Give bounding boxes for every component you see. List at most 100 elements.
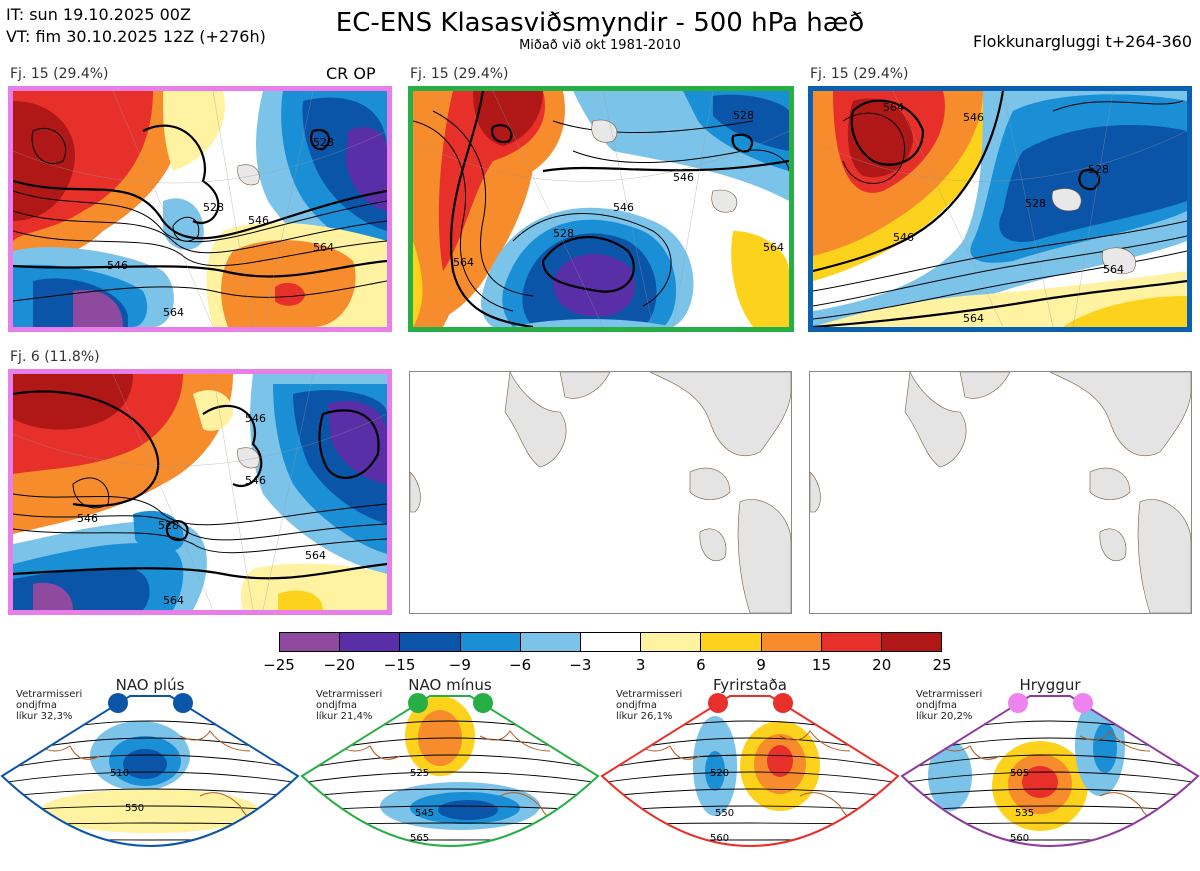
contour-label: 564 <box>305 549 326 562</box>
colorbar-tick-label: −6 <box>509 656 532 674</box>
regime-contour-label: 550 <box>125 803 144 814</box>
colorbar-cell <box>821 633 882 651</box>
regime-info: Vetrarmisseri ondjfma líkur 26,1% <box>616 689 682 722</box>
anomaly-shading <box>1022 766 1058 798</box>
regime-marker-dot <box>773 693 793 713</box>
initial-time: IT: sun 19.10.2025 00Z <box>6 5 191 24</box>
regime-contour-label: 560 <box>1010 833 1029 844</box>
regime-outline <box>900 695 1200 847</box>
colorbar-tick-label: 6 <box>696 656 706 674</box>
contour-label: 528 <box>313 136 334 149</box>
colorbar-tick-label: −9 <box>448 656 471 674</box>
empty-map-6 <box>809 371 1192 614</box>
regime-info-line: líkur 26,1% <box>616 711 673 722</box>
colorbar-tick-label: 25 <box>932 656 952 674</box>
regime-title: Fyrirstaða <box>713 676 787 694</box>
panel-1-label: Fj. 15 (29.4%) <box>10 66 109 82</box>
colorbar-tick-label: −3 <box>569 656 592 674</box>
contour-label: 546 <box>963 111 984 124</box>
regime-panel: 510 550 NAO plús Vetrarmisseri ondjfma líkur … <box>0 676 300 871</box>
colorbar-cell <box>460 633 521 651</box>
regime-marker-dot <box>1008 693 1028 713</box>
contour-label: 564 <box>963 312 984 325</box>
colorbar-cell <box>881 633 942 651</box>
colorbar-tick-label: 9 <box>756 656 766 674</box>
colorbar-tick-label: −25 <box>263 656 295 674</box>
colorbar-cell <box>641 633 702 651</box>
regime-title: Hryggur <box>1019 676 1081 694</box>
regime-panel: 505 535 560 Hryggur Vetrarmisseri ondjfma líku… <box>900 676 1200 871</box>
regime-panel: 520 550 560 Fyrirstaða Vetrarmisseri ondjfma l… <box>600 676 900 871</box>
contour-label: 564 <box>313 241 334 254</box>
regime-info-line: Vetrarmisseri <box>616 689 683 700</box>
regime-marker-dot <box>173 693 193 713</box>
colorbar-cell <box>280 633 341 651</box>
contour-label: 528 <box>1088 163 1109 176</box>
cluster-map-4: 546 546 546 528 564 564 <box>8 369 392 615</box>
contour-label: 546 <box>245 412 266 425</box>
colorbar-cell <box>520 633 581 651</box>
regime-title: NAO plús <box>115 676 185 694</box>
panel-2-label: Fj. 15 (29.4%) <box>410 66 509 82</box>
regime-title: NAO mínus <box>408 676 492 694</box>
colorbar-tick-label: 20 <box>872 656 892 674</box>
contour-label: 528 <box>158 519 179 532</box>
contour-label: 546 <box>673 171 694 184</box>
contour-label: 564 <box>453 256 474 269</box>
colorbar-tick-label: 15 <box>811 656 831 674</box>
contour-label: 528 <box>1025 197 1046 210</box>
cluster-map-2: 528 528 546 546 564 564 <box>408 86 794 332</box>
anomaly-shading <box>123 749 167 779</box>
contour-label: 528 <box>733 109 754 122</box>
colorbar-cell <box>761 633 822 651</box>
cluster-map-3: 564 546 528 528 546 564 564 <box>808 86 1192 332</box>
regime-marker-dot <box>108 693 128 713</box>
colorbar-tick-label: −20 <box>323 656 356 674</box>
regime-contour-label: 505 <box>1010 768 1029 779</box>
cluster-map-1: 528 546 564 564 528 546 <box>8 86 392 332</box>
contour-label: 546 <box>613 201 634 214</box>
colorbar-cell <box>580 633 642 651</box>
regime-marker-dot <box>708 693 728 713</box>
contour-label: 528 <box>553 227 574 240</box>
regime-info-line: ondjfma <box>316 700 357 711</box>
classification-window: Flokkunargluggi t+264-360 <box>973 32 1192 51</box>
contour-label: 564 <box>163 306 184 319</box>
anomaly-shading <box>438 800 498 820</box>
colorbar-tick-label: −15 <box>383 656 416 674</box>
panel-3-label: Fj. 15 (29.4%) <box>810 66 909 82</box>
regime-contour-label: 520 <box>710 768 729 779</box>
regime-contour-label: 565 <box>410 833 429 844</box>
contour-label: 564 <box>163 594 184 607</box>
regime-info: Vetrarmisseri ondjfma líkur 20,2% <box>916 689 982 722</box>
empty-map-5 <box>409 371 792 614</box>
anomaly-shading <box>928 741 972 811</box>
regime-contour-label: 560 <box>710 833 729 844</box>
contour-label: 546 <box>248 214 269 227</box>
page-subtitle: Miðað við okt 1981-2010 <box>519 38 681 53</box>
regime-outline <box>600 695 900 847</box>
colorbar-cell <box>340 633 401 651</box>
header-info: IT: sun 19.10.2025 00Z VT: fim 30.10.202… <box>6 4 266 48</box>
contour-label: 564 <box>1103 263 1124 276</box>
colorbar-labels: −25 −20 −15 −9 −6 −3 3 6 9 15 20 25 <box>263 656 951 676</box>
regime-contour-label: 545 <box>415 808 434 819</box>
valid-time: VT: fim 30.10.2025 12Z (+276h) <box>6 27 266 46</box>
regime-marker-dot <box>408 693 428 713</box>
contour-label: 546 <box>107 259 128 272</box>
regime-info-line: ondjfma <box>616 700 657 711</box>
regime-marker-dot <box>473 693 493 713</box>
anomaly-shading <box>767 745 793 777</box>
regime-info-line: líkur 32,3% <box>16 711 73 722</box>
contour-label: 546 <box>893 231 914 244</box>
anomaly-shading <box>705 751 725 791</box>
contour-label: 564 <box>763 241 784 254</box>
regime-contour-label: 510 <box>110 768 129 779</box>
regime-info: Vetrarmisseri ondjfma líkur 32,3% <box>16 689 82 722</box>
control-op-label: CR OP <box>326 64 376 83</box>
regime-info-line: Vetrarmisseri <box>316 689 383 700</box>
regime-info: Vetrarmisseri ondjfma líkur 21,4% <box>316 689 382 722</box>
regime-info-line: líkur 21,4% <box>316 711 373 722</box>
colorbar-cell <box>701 633 762 651</box>
anomaly-shading <box>1010 849 1040 863</box>
